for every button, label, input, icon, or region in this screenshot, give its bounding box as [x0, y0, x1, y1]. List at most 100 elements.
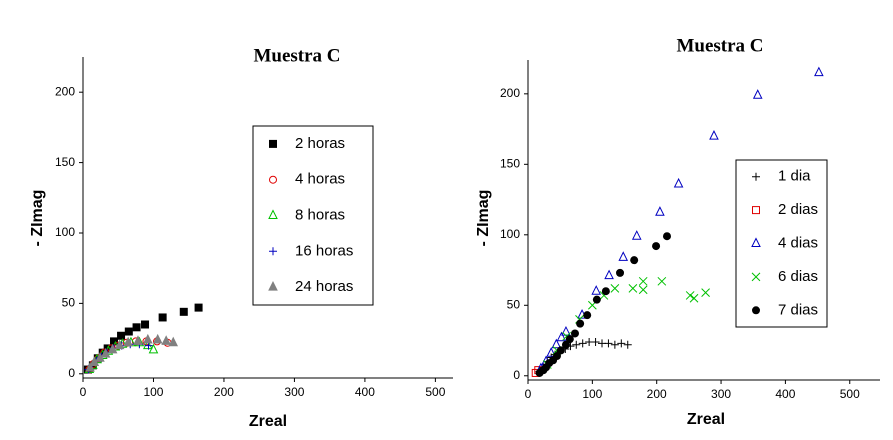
marker: [133, 335, 143, 345]
marker: [570, 329, 579, 338]
marker: [623, 340, 632, 349]
marker: [655, 206, 665, 216]
y-tick-label: 200: [500, 86, 520, 100]
chart-title: Muestra C: [676, 35, 763, 56]
y-tick-label: 100: [500, 227, 520, 241]
marker: [610, 284, 620, 293]
marker: [179, 307, 188, 316]
marker: [604, 269, 614, 280]
legend-marker: [752, 172, 760, 181]
legend-marker: [268, 209, 278, 219]
marker: [601, 287, 610, 296]
y-tick-label: 100: [55, 225, 75, 239]
marker: [141, 320, 150, 329]
x-axis-label: Zreal: [249, 413, 287, 430]
marker: [123, 336, 133, 347]
x-axis-label: Zreal: [687, 411, 725, 428]
y-tick-label: 0: [513, 368, 520, 382]
marker: [148, 343, 159, 354]
marker: [576, 319, 585, 328]
marker: [572, 340, 581, 349]
marker: [673, 177, 684, 188]
marker: [685, 291, 695, 300]
marker: [578, 339, 587, 348]
marker: [85, 362, 95, 372]
marker: [161, 335, 171, 345]
marker: [561, 340, 570, 349]
x-tick-label: 300: [284, 385, 304, 399]
legend-marker: [269, 139, 277, 148]
marker: [583, 311, 592, 320]
legend-marker: [752, 206, 760, 215]
legend-label: 24 horas: [295, 278, 353, 295]
legend-label: 1 dia: [778, 168, 811, 185]
marker: [628, 284, 638, 293]
marker: [546, 347, 556, 357]
marker: [98, 348, 107, 357]
y-tick-label: 50: [62, 296, 76, 310]
y-axis-label: - ZImag: [29, 190, 46, 247]
legend-label: 2 horas: [295, 135, 345, 152]
x-tick-label: 400: [355, 385, 375, 399]
x-tick-label: 200: [214, 385, 234, 399]
x-tick-label: 0: [80, 385, 87, 399]
marker: [657, 276, 667, 286]
legend-label: 4 horas: [295, 171, 345, 188]
marker: [591, 285, 602, 295]
marker: [168, 336, 179, 347]
marker: [552, 352, 561, 361]
marker: [662, 232, 671, 241]
x-tick-label: 100: [143, 385, 163, 399]
x-tick-label: 500: [425, 385, 445, 399]
chart: Muestra C Zreal - ZImag 0 100 200 300 400 500 0 50…: [475, 35, 880, 428]
marker: [630, 256, 639, 265]
legend-marker: [269, 175, 277, 184]
marker: [592, 295, 601, 304]
marker: [617, 339, 626, 348]
marker: [132, 323, 141, 332]
marker: [152, 333, 163, 344]
marker: [591, 337, 600, 346]
marker: [158, 313, 167, 322]
marker: [709, 130, 719, 140]
y-tick-label: 150: [55, 155, 75, 169]
chart-title: Muestra C: [253, 45, 340, 66]
marker: [194, 303, 203, 312]
y-tick-label: 50: [507, 297, 521, 311]
y-tick-label: 150: [500, 156, 520, 170]
legend-box: [735, 159, 828, 328]
marker: [638, 276, 648, 286]
marker: [604, 339, 613, 348]
legend-marker: [751, 272, 761, 282]
marker: [551, 338, 562, 349]
x-tick-label: 100: [582, 387, 602, 401]
legend-marker: [269, 247, 277, 256]
marker: [124, 327, 133, 336]
legend-label: 2 dias: [778, 201, 818, 218]
legend-marker: [268, 280, 278, 291]
x-tick-label: 400: [775, 387, 795, 401]
marker: [117, 331, 126, 340]
y-tick-label: 0: [68, 366, 75, 380]
chart: Muestra C Zreal - ZImag 0 100 200 300 400 500 0 50…: [29, 45, 453, 430]
marker: [110, 337, 119, 346]
marker: [143, 339, 153, 350]
marker: [618, 251, 629, 261]
marker: [689, 293, 699, 303]
legend-label: 7 dias: [778, 301, 818, 318]
legend-marker: [752, 306, 760, 315]
marker: [616, 268, 625, 277]
marker: [638, 285, 648, 295]
marker: [556, 346, 565, 355]
y-axis-label: - ZImag: [475, 190, 492, 247]
legend-label: 16 horas: [295, 242, 353, 259]
marker: [143, 333, 153, 344]
x-tick-label: 300: [711, 387, 731, 401]
marker: [114, 339, 125, 350]
legend-marker: [751, 237, 761, 247]
y-tick-label: 200: [55, 84, 75, 98]
marker: [701, 288, 710, 297]
marker: [631, 230, 642, 240]
x-tick-label: 200: [647, 387, 667, 401]
